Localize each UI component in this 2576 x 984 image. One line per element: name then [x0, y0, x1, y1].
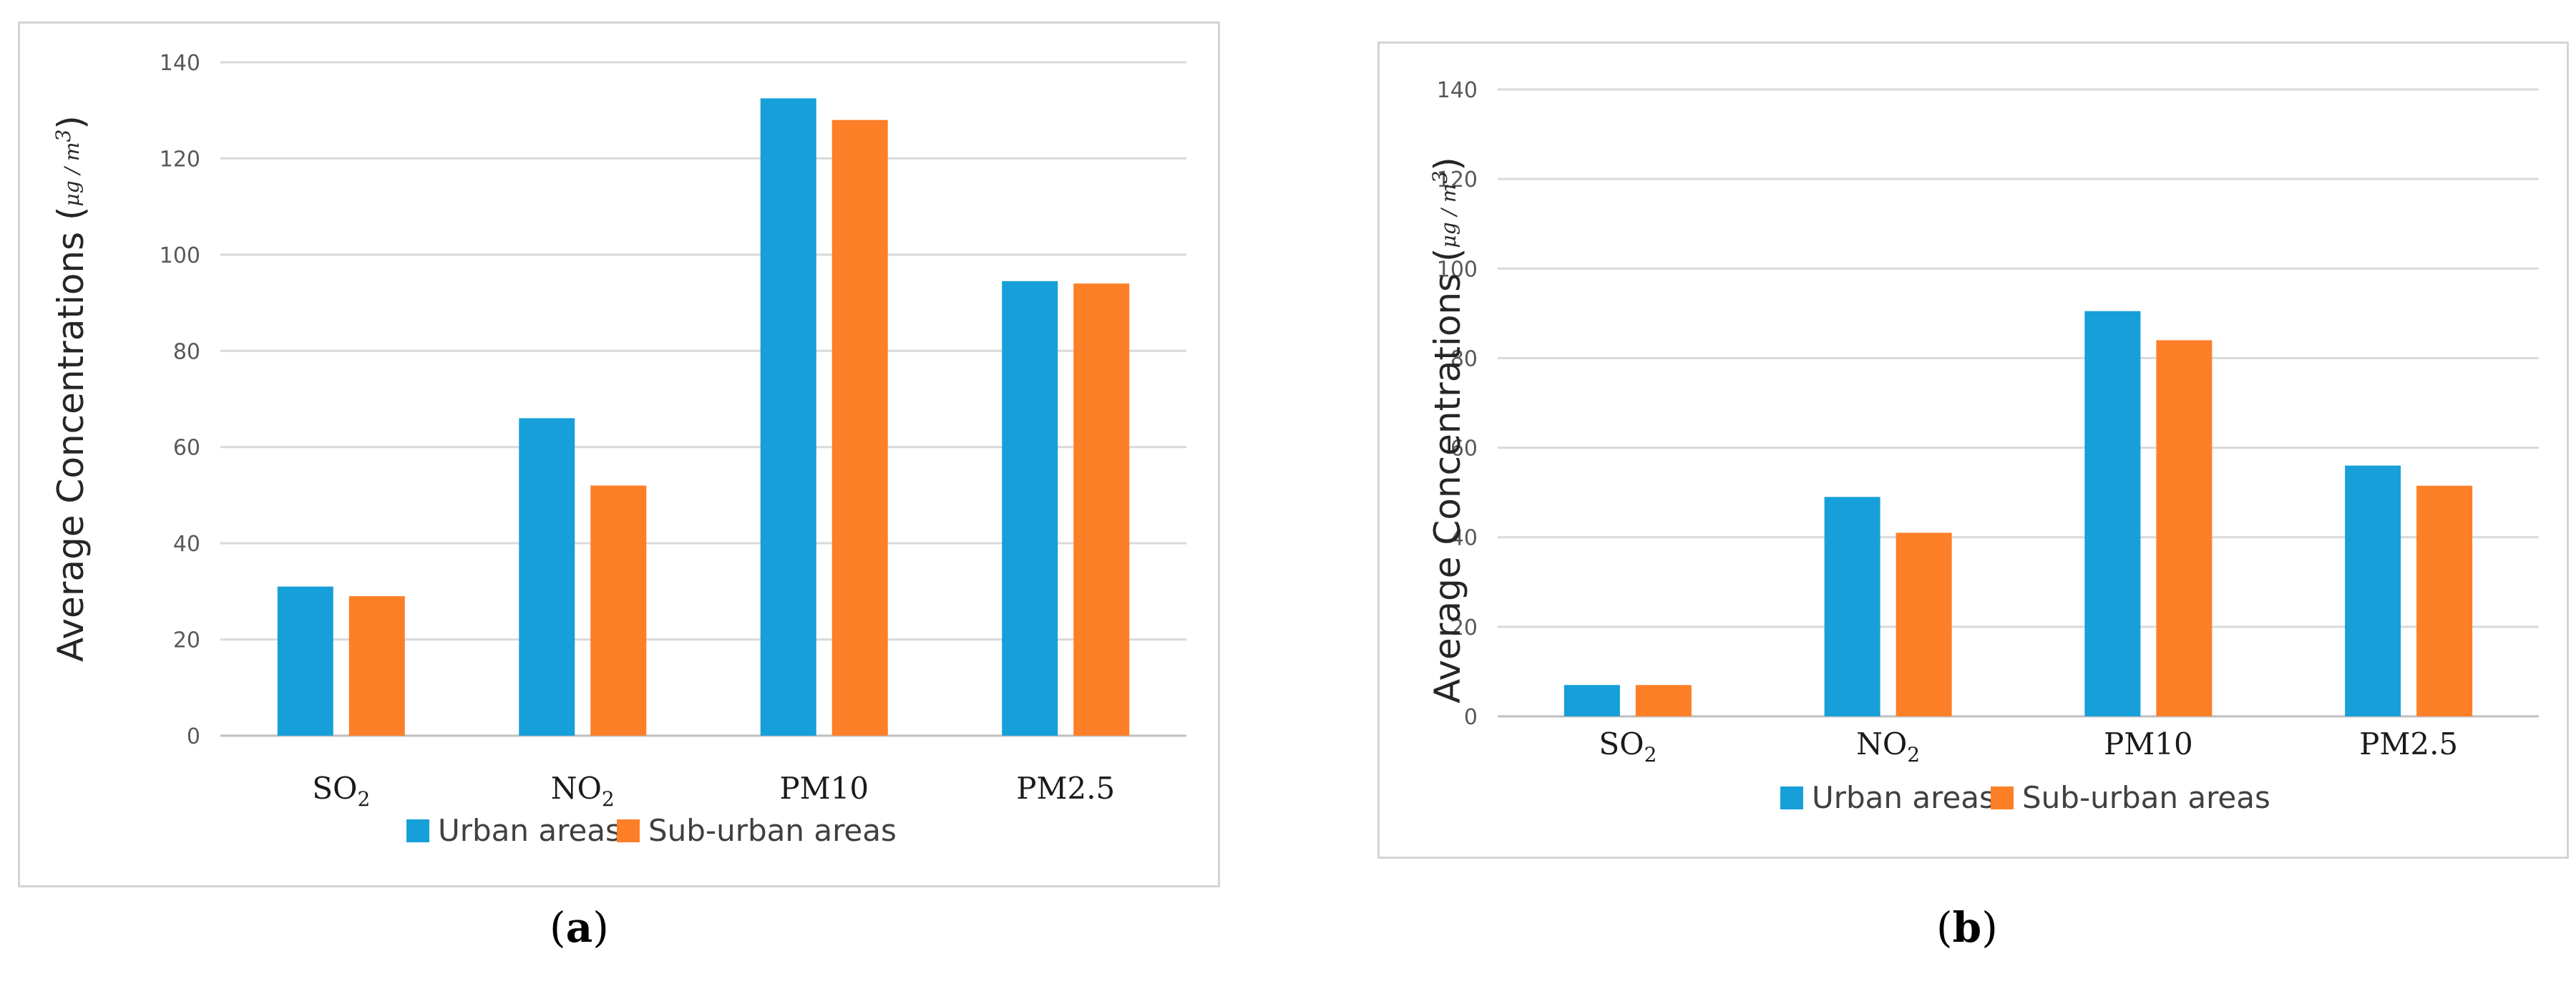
bar-suburban	[590, 485, 647, 736]
legend-label-urban: Urban areas	[1812, 780, 1995, 815]
bar-chart-a: 0 20 40 60 80 100 120 140 Average Concentrations…	[50, 51, 1186, 848]
bar-suburban	[1073, 283, 1130, 736]
bar-suburban	[2416, 485, 2473, 716]
x-tick-label: PM2.5	[2359, 726, 2458, 761]
x-tick-label: SO2	[1599, 726, 1657, 766]
y-tick-label: 80	[1450, 346, 1478, 371]
y-axis-title: Average Concentrations (μg / m3)	[1427, 157, 1468, 703]
legend-swatch-urban	[1780, 786, 1803, 809]
y-tick-label: 100	[160, 243, 200, 268]
y-tick-label: 60	[173, 436, 200, 461]
legend-label-suburban: Sub-urban areas	[2022, 780, 2270, 815]
bar-suburban	[1896, 532, 1952, 716]
bar-suburban	[831, 120, 888, 736]
x-tick-label: SO2	[312, 771, 370, 811]
y-tick-label: 60	[1450, 437, 1478, 462]
y-tick-label: 0	[1464, 705, 1478, 730]
chart-panel-b: 0 20 40 60 80 100 120 140 Average Concentrations…	[1377, 42, 2569, 859]
y-tick-label: 120	[1437, 167, 1478, 193]
y-axis-unit: μg / m	[60, 142, 84, 207]
y-tick-label: 20	[1450, 615, 1478, 640]
legend-swatch-suburban	[1991, 786, 2014, 809]
y-axis-unit: μg / m	[1437, 184, 1460, 248]
chart-panel-a: 0 20 40 60 80 100 120 140 Average Concentrations…	[18, 21, 1220, 887]
bar-urban	[1824, 497, 1880, 716]
y-tick-label: 80	[173, 339, 200, 364]
y-tick-label: 40	[1450, 526, 1478, 551]
bar-urban	[1002, 281, 1058, 736]
x-tick-label: NO2	[551, 771, 615, 811]
bar-urban	[2084, 311, 2141, 716]
bar-suburban	[1635, 685, 1692, 716]
x-tick-label: PM2.5	[1016, 771, 1115, 806]
y-axis-title: Average Concentrations (μg / m3)	[50, 115, 92, 662]
y-tick-label: 20	[173, 628, 200, 653]
bar-suburban	[2156, 340, 2212, 716]
caption-b: (b)	[1936, 903, 1998, 952]
bar-urban	[277, 586, 333, 736]
legend-swatch-urban	[406, 819, 429, 842]
y-tick-label: 140	[160, 51, 200, 76]
bar-urban	[519, 418, 575, 736]
bar-urban	[760, 98, 816, 736]
y-tick-label: 40	[173, 532, 200, 557]
y-tick-label: 120	[160, 147, 200, 172]
x-tick-label: PM10	[779, 771, 869, 806]
legend-label-suburban: Sub-urban areas	[648, 813, 897, 848]
x-tick-label: PM10	[2104, 726, 2193, 761]
bar-urban	[1563, 685, 1620, 716]
bar-chart-b: 0 20 40 60 80 100 120 140 Average Concentrations…	[1427, 78, 2539, 815]
y-tick-label: 100	[1437, 257, 1478, 282]
bar-suburban	[348, 596, 405, 736]
legend-swatch-suburban	[617, 819, 640, 842]
bar-urban	[2345, 465, 2401, 716]
y-tick-label: 140	[1437, 78, 1478, 103]
y-tick-label: 0	[187, 724, 200, 749]
caption-a: (a)	[550, 903, 609, 952]
x-tick-label: NO2	[1856, 726, 1920, 766]
legend-label-urban: Urban areas	[438, 813, 621, 848]
